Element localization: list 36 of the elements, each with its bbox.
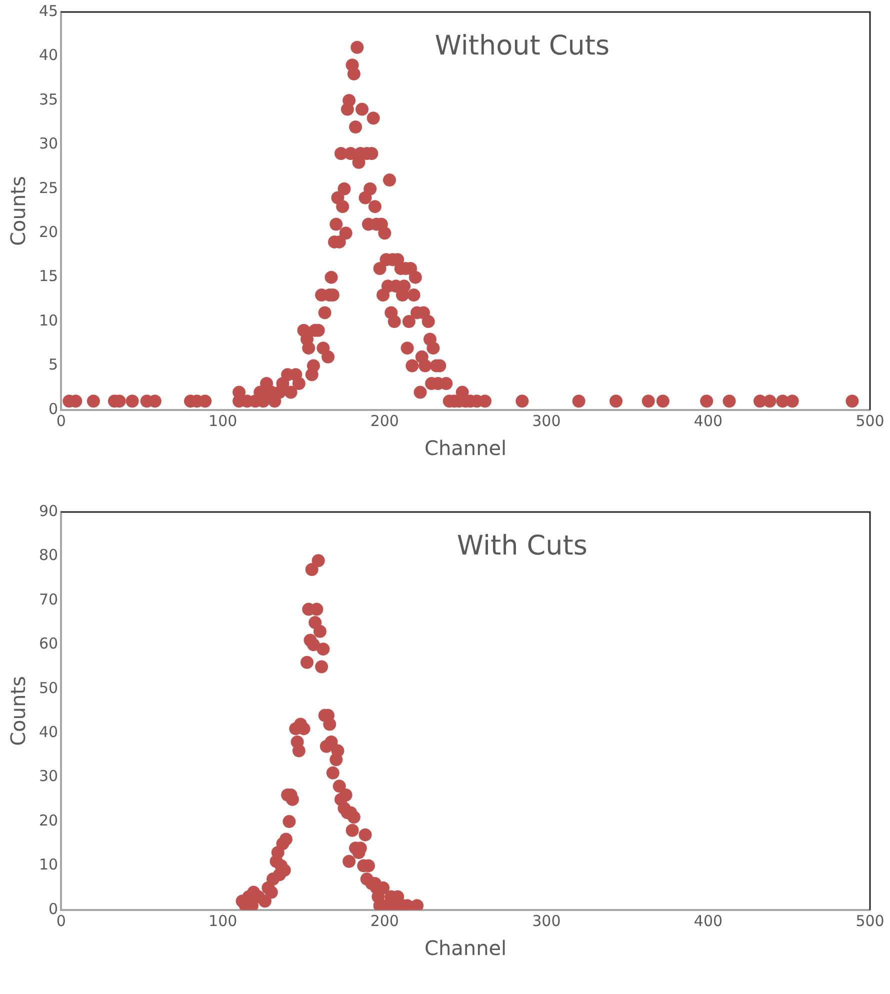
y-tick-label: 0 bbox=[48, 900, 58, 918]
y-tick-label: 30 bbox=[38, 134, 58, 153]
x-tick-label: 100 bbox=[208, 412, 238, 430]
x-tick-label: 100 bbox=[208, 912, 238, 930]
y-tick-label: 80 bbox=[38, 546, 58, 564]
x-tick-label: 300 bbox=[532, 412, 561, 430]
y-tick-label: 25 bbox=[38, 178, 58, 197]
x-tick-label: 400 bbox=[694, 912, 723, 930]
y-tick-label: 20 bbox=[38, 811, 58, 830]
y-tick-label: 50 bbox=[38, 678, 58, 697]
y-tick-label: 10 bbox=[38, 311, 58, 330]
y-tick-label: 0 bbox=[48, 400, 58, 418]
x-axis-title: Channel bbox=[424, 936, 507, 960]
y-tick-label: 5 bbox=[48, 356, 58, 374]
x-tick-label: 500 bbox=[856, 412, 884, 430]
y-tick-label: 40 bbox=[38, 723, 58, 741]
x-tick-label: 300 bbox=[532, 912, 561, 930]
y-axis-title: Counts bbox=[6, 176, 30, 246]
x-tick-label: 200 bbox=[370, 412, 399, 430]
x-tick-label: 500 bbox=[856, 912, 884, 930]
y-tick-label: 40 bbox=[38, 46, 58, 64]
y-tick-label: 90 bbox=[38, 502, 58, 520]
y-tick-label: 10 bbox=[38, 856, 58, 874]
y-tick-label: 20 bbox=[38, 223, 58, 241]
text: Without Cuts bbox=[434, 30, 610, 62]
x-tick-label: 400 bbox=[694, 412, 723, 430]
y-tick-label: 30 bbox=[38, 767, 58, 786]
y-tick-label: 35 bbox=[38, 90, 58, 108]
x-axis-title: Channel bbox=[424, 436, 507, 460]
y-tick-label: 45 bbox=[38, 2, 58, 20]
y-tick-label: 15 bbox=[38, 267, 58, 286]
x-tick-label: 200 bbox=[370, 912, 399, 930]
y-tick-label: 70 bbox=[38, 590, 58, 608]
y-tick-label: 60 bbox=[38, 634, 58, 653]
y-axis-title: Counts bbox=[6, 676, 30, 746]
text: With Cuts bbox=[456, 530, 588, 562]
